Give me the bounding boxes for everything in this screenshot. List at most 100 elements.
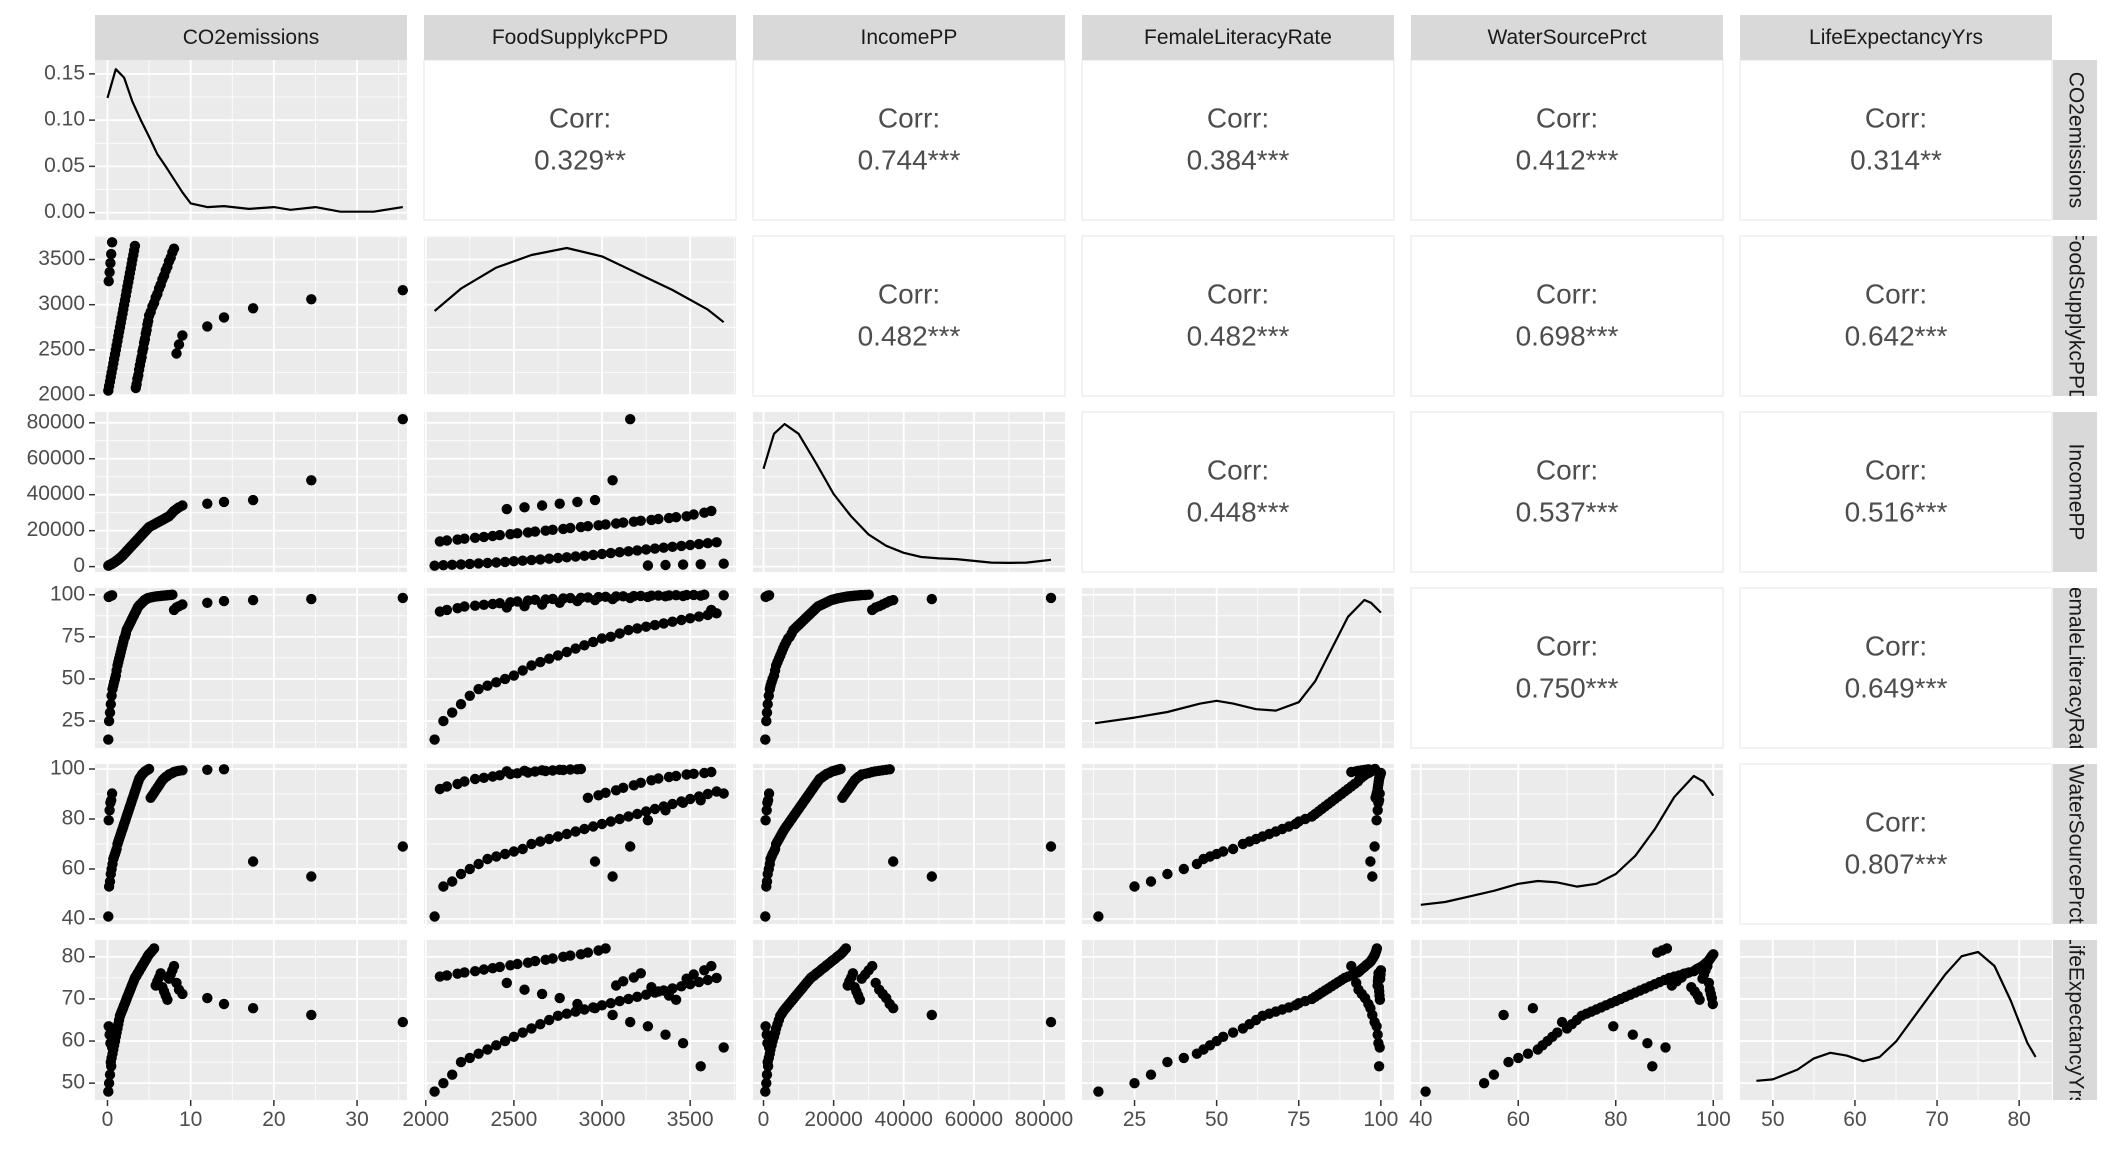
scatter-point [499,673,511,685]
corr-label-1-2: Corr: [878,278,940,309]
row-strip-income-pp: IncomePP [2053,412,2097,572]
scatter-point [676,614,687,626]
scatter-point [202,498,213,509]
scatter-point [464,1052,475,1064]
scatter-point [177,765,188,776]
scatter-point [1227,843,1239,855]
scatter-point [607,475,618,486]
scatter-point [632,623,643,634]
scatter-point [760,911,771,922]
scatter-point [670,770,682,782]
scatter-point [491,677,502,688]
x-tick-label: 60 [1507,1108,1530,1131]
panel-0-5 [1739,59,2053,221]
scatter-point [148,943,160,954]
density-curve-water-source-prct [1420,774,1715,906]
scatter-point [760,734,771,745]
scatter-point [1478,1078,1490,1089]
scatter-water-source-prct-vs-female-literacy-rate [1093,763,1387,922]
strips-layer: CO2emissions FoodSupplykcPPD IncomePP Femal… [95,15,2097,1100]
panel-2-2 [753,412,1065,572]
scatter-water-source-prct-vs-co2emissions [103,763,408,922]
scatter-point [588,549,599,561]
x-tick-label: 10 [179,1108,202,1131]
scatter-point [1694,994,1705,1005]
y-tick-label: 2000 [38,383,85,406]
scatter-point [1647,1061,1658,1072]
scatter-point [473,1048,484,1059]
scatter-point [106,788,118,799]
scatter-point [247,1003,259,1014]
scatter-point [1218,846,1229,857]
y-tick-label: 0.05 [44,154,85,177]
scatter-point [1642,1038,1653,1049]
axes-layer: 0.000.050.100.15200025003000350002000040… [27,61,2031,1131]
scatter-point [677,1038,689,1049]
scatter-point [441,970,453,981]
x-tick-label: 3500 [667,1108,714,1131]
column-strip-label: IncomePP [861,26,958,49]
corr-value-2-5: 0.516*** [1845,496,1948,527]
scatter-point [482,853,493,865]
scatter-point [688,969,699,980]
scatter-point [706,960,717,972]
scatter-point [1178,863,1190,875]
scatter-point [469,966,481,977]
scatter-point [455,1056,467,1068]
scatter-point [494,529,505,541]
y-axis-life-expectancy-yrs: 50 60 70 80 [62,944,95,1094]
scatter-point [501,766,512,777]
scatter-point [526,838,537,850]
gridlines-5-3 [1082,940,1394,1100]
y-tick-label: 40000 [27,482,85,505]
scatter-point [168,960,180,972]
scatter-point [1369,841,1380,852]
scatter-point [554,992,565,1004]
scatter-point [625,1016,636,1028]
scatter-point [1708,949,1719,960]
scatter-point [572,764,583,775]
scatter-point [103,734,114,745]
density-curve-food-supplykc-ppd [433,246,725,324]
scatter-point [676,981,687,992]
scatter-point [635,777,646,788]
y-tick-label: 60 [62,1029,85,1052]
scatter-point [763,788,775,799]
panel-3-2 [753,588,1065,748]
scatter-point [660,591,671,602]
scatter-point [438,560,449,571]
scatter-point [614,813,625,825]
scatter-point [640,544,652,555]
scatter-point [1045,592,1057,604]
scatter-point [695,559,706,570]
panel-3-5 [1739,587,2053,749]
scatter-point [561,552,572,563]
scatter-point [854,994,866,1005]
scatter-point [429,1086,440,1097]
gridlines-4-1 [424,764,736,924]
scatter-point [547,524,558,535]
scatter-point [482,557,493,569]
scatter-point [888,1003,899,1014]
scatter-point [888,594,899,606]
scatter-point [596,818,608,830]
corr-label-2-4: Corr: [1536,454,1598,485]
scatter-point [104,876,116,887]
scatter-point [565,522,576,534]
scatter-point [718,1042,729,1053]
panel-0-0 [95,60,407,220]
panel-0-4 [1410,59,1724,221]
scatter-point [688,509,699,520]
scatter-point [501,503,512,515]
y-tick-label: 100 [50,582,85,605]
scatter-life-expectancy-yrs-vs-female-literacy-rate [1093,943,1387,1097]
gridlines-3-3 [1082,588,1394,748]
scatter-point [1373,1061,1385,1072]
x-tick-label: 100 [1363,1108,1398,1131]
scatter-point [544,1014,555,1026]
scatter-point [840,943,852,954]
scatter-point [640,621,652,632]
column-strip-water-source-prct: WaterSourcePrct [1411,15,1723,60]
scatter-point [579,550,590,561]
scatter-point [103,1021,114,1032]
